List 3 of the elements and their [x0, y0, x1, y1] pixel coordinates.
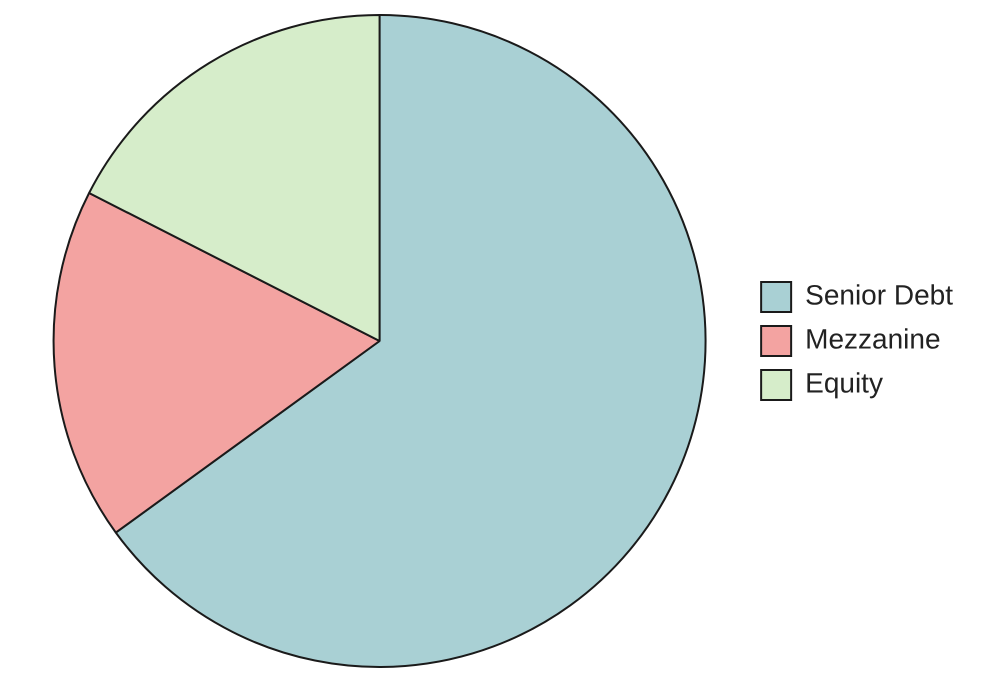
legend-label: Mezzanine — [805, 324, 941, 355]
legend-label: Senior Debt — [805, 280, 954, 311]
legend-label: Equity — [805, 368, 883, 399]
